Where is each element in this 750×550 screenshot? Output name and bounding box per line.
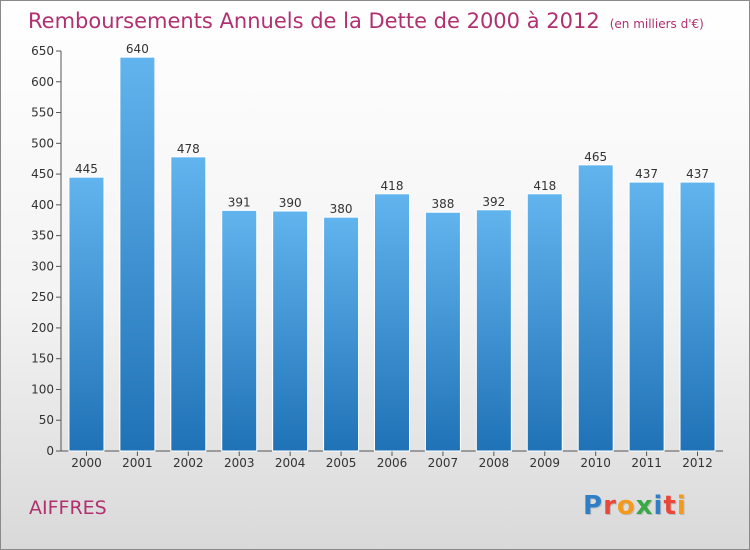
bar <box>119 56 156 452</box>
logo-letter: t <box>663 491 677 521</box>
x-tick-label: 2002 <box>173 456 204 470</box>
commune-name: AIFFRES <box>29 497 107 519</box>
x-tick-label: 2008 <box>479 456 510 470</box>
y-tick-label: 600 <box>31 75 54 89</box>
chart-title: Remboursements Annuels de la Dette de 20… <box>28 9 600 33</box>
bar <box>679 181 716 452</box>
bar <box>628 181 665 452</box>
y-tick-label: 400 <box>31 198 54 212</box>
y-tick-label: 300 <box>31 259 54 273</box>
bar <box>475 209 512 452</box>
logo-letter: i <box>653 491 664 521</box>
logo-letter: r <box>603 491 617 521</box>
bar <box>424 211 461 452</box>
bar-value-label: 391 <box>228 195 251 209</box>
chart-data-labels: 445 640 478 391 390 380 418 388 392 418 465 437 437 <box>75 42 709 216</box>
logo-letter: x <box>635 491 654 521</box>
y-tick-label: 100 <box>31 382 54 396</box>
x-tick-label: 2012 <box>682 456 713 470</box>
bar-value-label: 388 <box>431 197 454 211</box>
bar-value-label: 437 <box>635 167 658 181</box>
chart-axes: 0 50 100 150 200 250 300 350 400 450 500 550 600 650 2… <box>31 44 723 470</box>
bar <box>170 156 207 452</box>
x-tick-label: 2011 <box>631 456 662 470</box>
logo-letter: i <box>676 491 687 521</box>
bar-value-label: 392 <box>482 195 505 209</box>
x-tick-label: 2004 <box>275 456 306 470</box>
x-tick-label: 2010 <box>580 456 611 470</box>
bar-value-label: 380 <box>330 202 353 216</box>
bar-value-label: 390 <box>279 196 302 210</box>
y-tick-label: 0 <box>46 444 54 458</box>
y-tick-label: 550 <box>31 106 54 120</box>
x-tick-label: 2007 <box>428 456 459 470</box>
bar-value-label: 418 <box>381 179 404 193</box>
chart-title-block: Remboursements Annuels de la Dette de 20… <box>28 9 704 33</box>
x-tick-label: 2001 <box>122 456 153 470</box>
chart-subtitle: (en milliers d'€) <box>609 17 704 31</box>
y-tick-label: 350 <box>31 229 54 243</box>
bar <box>526 193 563 452</box>
y-tick-label: 200 <box>31 321 54 335</box>
x-tick-label: 2009 <box>529 456 560 470</box>
proxiti-logo: Proxiti <box>583 491 687 521</box>
x-tick-label: 2006 <box>377 456 408 470</box>
y-tick-label: 450 <box>31 167 54 181</box>
y-tick-label: 250 <box>31 290 54 304</box>
bar-value-label: 418 <box>533 179 556 193</box>
bar <box>374 193 410 452</box>
logo-letter: P <box>583 491 604 521</box>
bar-value-label: 640 <box>126 42 149 56</box>
bar <box>577 164 614 452</box>
bar-value-label: 478 <box>177 142 200 156</box>
y-tick-label: 650 <box>31 44 54 58</box>
x-tick-label: 2000 <box>71 456 102 470</box>
x-tick-label: 2005 <box>326 456 357 470</box>
bar-value-label: 437 <box>686 167 709 181</box>
bar <box>221 209 258 452</box>
bar-value-label: 445 <box>75 162 98 176</box>
bar <box>272 210 309 452</box>
bar-value-label: 465 <box>584 150 607 164</box>
y-tick-label: 500 <box>31 136 54 150</box>
logo-letter: o <box>616 491 636 521</box>
y-tick-label: 50 <box>39 413 54 427</box>
x-tick-label: 2003 <box>224 456 255 470</box>
bar <box>68 176 105 452</box>
chart-bars <box>68 56 716 452</box>
y-tick-label: 150 <box>31 352 54 366</box>
bar <box>323 216 360 452</box>
